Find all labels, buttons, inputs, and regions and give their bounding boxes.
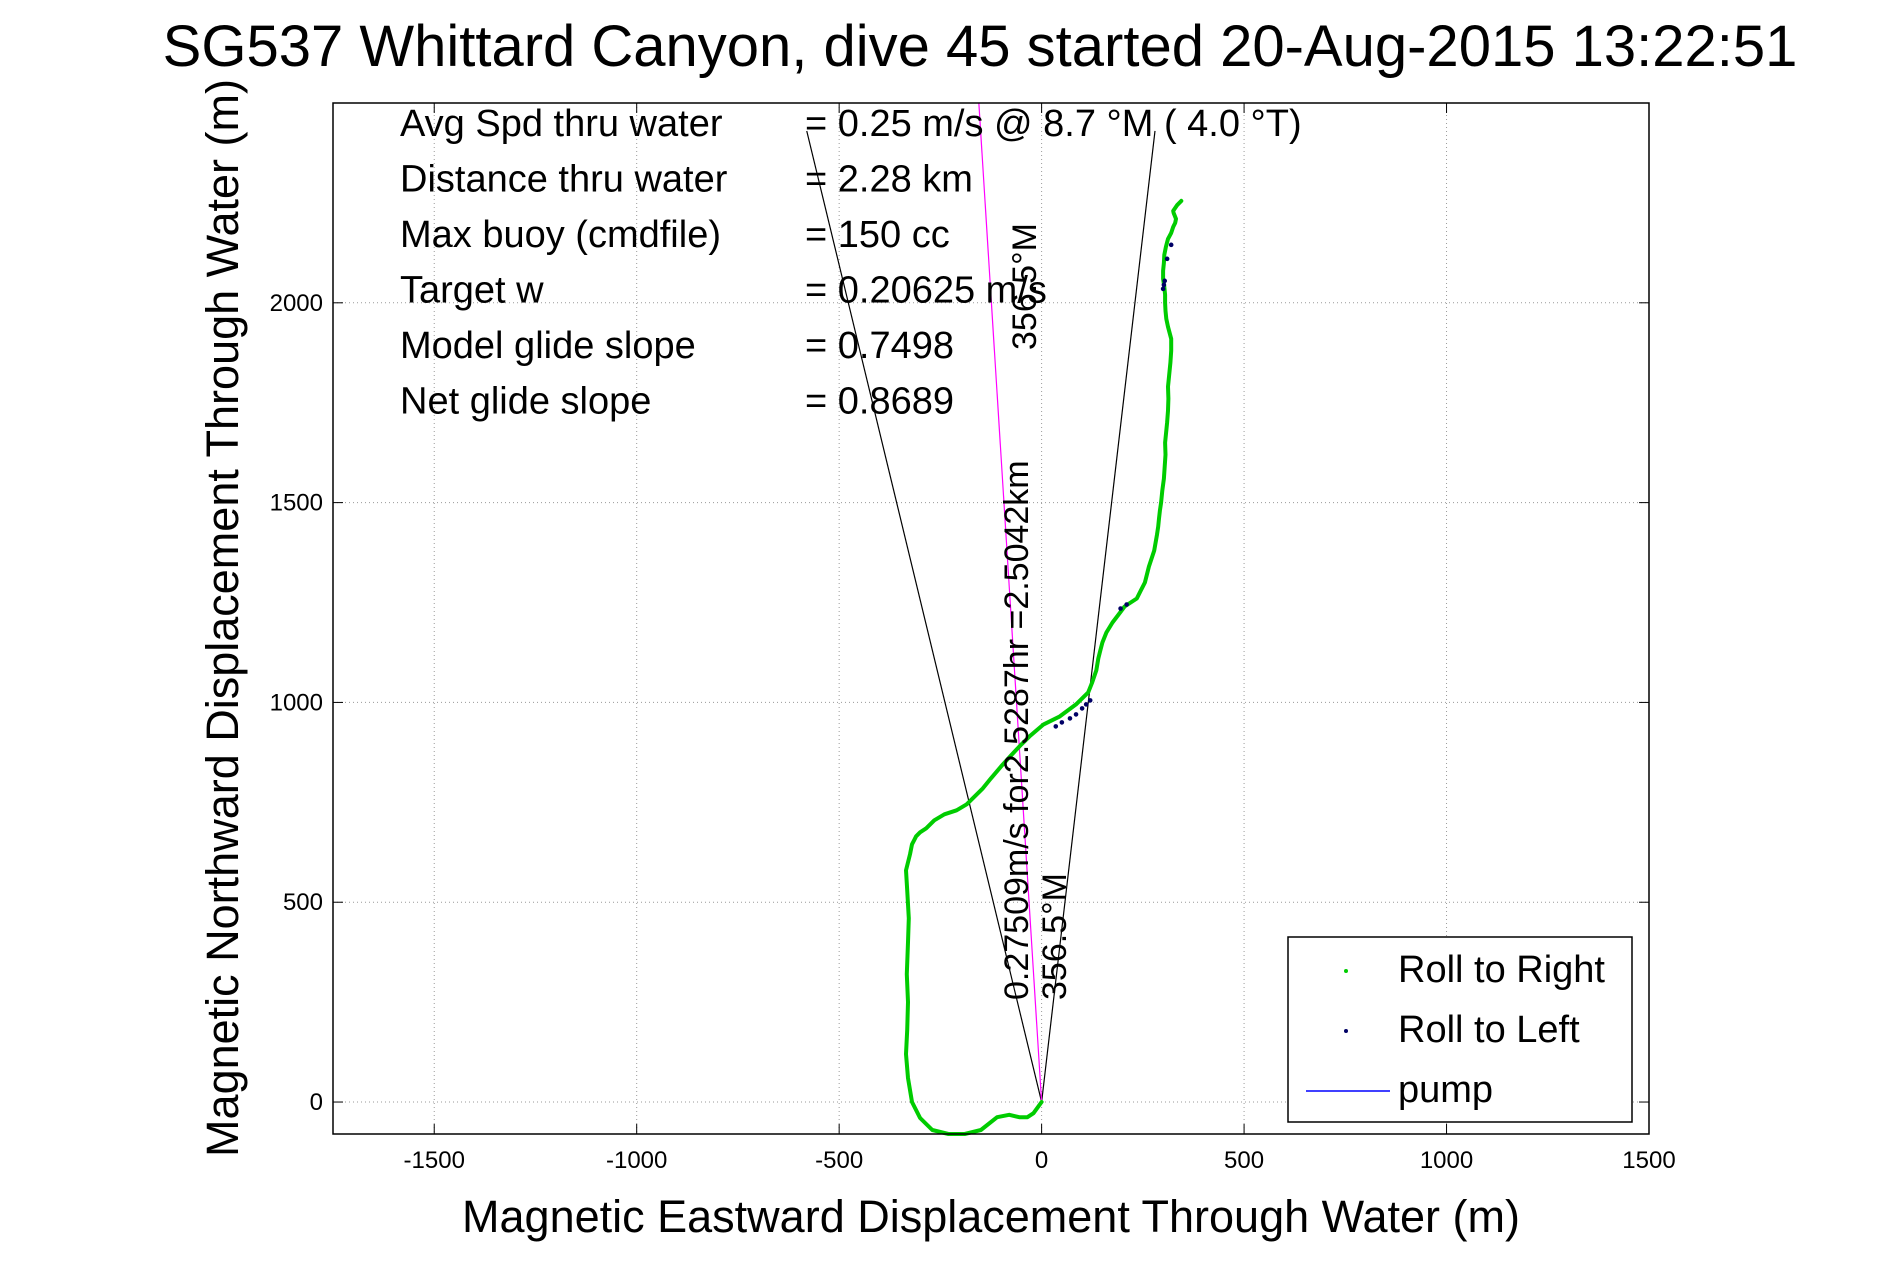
- stat-label: Target w: [400, 270, 544, 312]
- legend-marker-roll-left: [1344, 1029, 1348, 1033]
- annotation-speed-distance: 0.27509m/s for2.5287hr =2.5042km: [998, 460, 1036, 1000]
- y-tick-label: 0: [310, 1089, 323, 1116]
- stat-value: = 0.7498: [805, 325, 954, 367]
- annotation-heading-bottom: 356.5°M: [1036, 873, 1074, 1000]
- series-layer: [904, 198, 1184, 1136]
- series-roll-left-point: [1079, 706, 1085, 711]
- stat-label: Model glide slope: [400, 325, 696, 367]
- stat-label: Distance thru water: [400, 159, 728, 201]
- series-roll-left-point: [1168, 242, 1174, 248]
- stat-value: = 2.28 km: [805, 159, 973, 201]
- guide-lines: [806, 102, 1156, 1103]
- series-roll-left-point: [1073, 712, 1079, 717]
- stat-label: Avg Spd thru water: [400, 103, 723, 145]
- stat-value: = 0.20625 m/s: [805, 270, 1047, 312]
- guide-line: [1041, 130, 1156, 1103]
- x-tick-label: 1500: [1622, 1147, 1675, 1174]
- x-axis-label: Magnetic Eastward Displacement Through W…: [462, 1191, 1520, 1242]
- annotation-heading-top: 356.5°M: [1006, 223, 1044, 350]
- stat-label: Max buoy (cmdfile): [400, 214, 721, 256]
- series-roll-left-point: [1124, 602, 1129, 607]
- x-tick-label: -500: [815, 1147, 863, 1174]
- guide-line: [806, 130, 1043, 1103]
- series-roll-left-point: [1118, 606, 1123, 611]
- rotated-annotations: 0.27509m/s for2.5287hr =2.5042km 356.5°M…: [998, 223, 1074, 1000]
- guide-line: [978, 102, 1043, 1103]
- y-tick-labels: 0 500 1000 1500 2000: [270, 290, 323, 1116]
- legend-label-roll-left: Roll to Left: [1398, 1009, 1580, 1051]
- stat-value: = 0.8689: [805, 381, 954, 423]
- stat-value: = 0.25 m/s @ 8.7 °M ( 4.0 °T): [805, 103, 1302, 145]
- x-tick-label: 1000: [1420, 1147, 1473, 1174]
- series-roll-left-point: [1083, 702, 1089, 707]
- y-tick-label: 500: [283, 889, 323, 916]
- y-tick-label: 1000: [270, 689, 323, 716]
- series-roll-right-track: [904, 198, 1184, 1136]
- legend-label-pump: pump: [1398, 1069, 1493, 1111]
- legend-label-roll-right: Roll to Right: [1398, 949, 1605, 991]
- series-roll-left-point: [1059, 720, 1065, 725]
- stat-label: Net glide slope: [400, 381, 651, 423]
- x-tick-label: -1000: [606, 1147, 667, 1174]
- chart-title: SG537 Whittard Canyon, dive 45 started 2…: [163, 14, 1798, 79]
- legend: Roll to Right Roll to Left pump: [1287, 936, 1633, 1123]
- series-roll-left-point: [1053, 724, 1059, 729]
- series-roll-left-point: [1067, 716, 1073, 721]
- series-roll-left-point: [1162, 278, 1168, 284]
- x-tick-label: -1500: [404, 1147, 465, 1174]
- dive-stats-panel: Avg Spd thru water = 0.25 m/s @ 8.7 °M ( …: [400, 103, 1302, 423]
- series-roll-left-point: [1087, 698, 1093, 703]
- ticks: [333, 103, 1650, 1134]
- x-tick-label: 0: [1035, 1147, 1048, 1174]
- series-roll-left-point: [1164, 256, 1170, 262]
- x-tick-labels: -1500 -1000 -500 0 500 1000 1500: [404, 1147, 1676, 1174]
- y-tick-label: 1500: [270, 490, 323, 517]
- legend-marker-roll-right: [1344, 969, 1348, 973]
- x-tick-label: 500: [1224, 1147, 1264, 1174]
- series-roll-left-point: [1160, 286, 1166, 292]
- stat-value: = 150 cc: [805, 214, 950, 256]
- series-roll-left-point: [1161, 282, 1167, 288]
- y-axis-label: Magnetic Northward Displacement Through …: [197, 79, 248, 1157]
- plot-frame: [332, 102, 1650, 1135]
- y-tick-label: 2000: [270, 290, 323, 317]
